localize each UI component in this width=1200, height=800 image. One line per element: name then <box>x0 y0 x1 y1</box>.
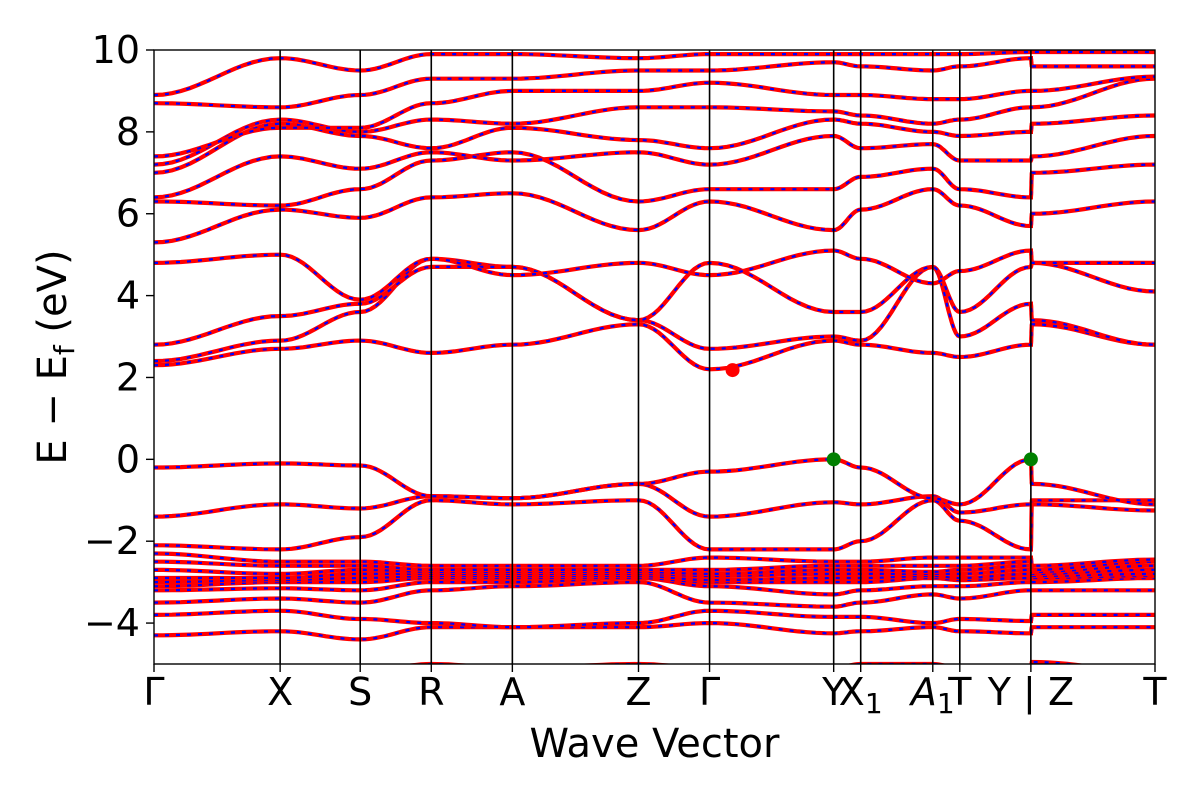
x-tick-label: Y <box>821 670 846 714</box>
band-line <box>154 481 1155 519</box>
y-axis-label: E − Ef (eV) <box>30 249 81 464</box>
x-tick-label: Γ <box>143 670 164 714</box>
band-line-dashed <box>154 261 1155 346</box>
x-tick-label: X <box>267 670 293 714</box>
band-line-dashed <box>154 568 1155 580</box>
band-line <box>154 579 1155 609</box>
band-edge-marker <box>1023 452 1038 467</box>
x-tick-label: S <box>348 670 372 714</box>
y-tick-label: 6 <box>116 192 140 236</box>
band-line-dashed <box>154 560 1155 572</box>
y-tick-label: 2 <box>116 355 140 399</box>
y-axis-label-unit: (eV) <box>30 249 76 345</box>
y-tick-label: 4 <box>116 274 140 318</box>
y-tick-label: 10 <box>92 28 140 72</box>
band-line-dashed <box>154 134 1155 199</box>
x-tick-label: T <box>947 670 972 714</box>
band-line-dashed <box>154 249 1155 301</box>
band-line-dashed <box>154 50 1155 97</box>
band-line-dashed <box>154 572 1155 584</box>
band-line <box>154 187 1155 245</box>
band-edge-marker <box>725 363 740 378</box>
y-tick-label: 0 <box>116 437 140 481</box>
band-line <box>154 56 1155 110</box>
band-line-dashed <box>154 564 1155 576</box>
band-line-dashed <box>154 621 1155 641</box>
x-tick-label: A1 <box>908 670 955 720</box>
y-axis-label-subscript: f <box>48 344 81 355</box>
kpoint-divider-lines <box>279 50 1032 664</box>
band-line <box>154 620 1155 642</box>
band-line-dashed <box>154 576 1155 596</box>
y-tick-label: 8 <box>116 110 140 154</box>
band-line <box>154 498 1155 552</box>
band-lines <box>154 50 1155 664</box>
band-line-dashed <box>154 75 1155 158</box>
y-axis-label-main: E − E <box>30 355 76 465</box>
band-edge-markers <box>725 363 1038 467</box>
x-tick-label: A <box>499 670 525 714</box>
band-line-dashed <box>154 609 1155 629</box>
band-line <box>154 133 1155 200</box>
x-tick-label: Γ <box>699 670 720 714</box>
plot-frame <box>153 49 1156 665</box>
band-line-dashed <box>154 580 1155 608</box>
x-tick-label: T <box>1142 670 1167 714</box>
band-line-dashed <box>154 458 1155 506</box>
x-tick-label: X1 <box>839 670 883 720</box>
band-line-dashed <box>154 552 1155 567</box>
band-line <box>154 74 1155 159</box>
band-line <box>154 113 1155 175</box>
y-axis-ticks: −4 −2 0 2 4 6 8 10 <box>84 28 154 645</box>
band-line-dashed <box>154 151 1155 207</box>
x-tick-label: R <box>418 670 444 714</box>
y-tick-label: −4 <box>84 601 140 645</box>
band-line <box>154 256 1155 364</box>
x-tick-label: Z <box>625 670 651 714</box>
band-line-dashed <box>154 323 1155 371</box>
band-line <box>154 248 1155 302</box>
x-axis-label: Wave Vector <box>530 721 781 767</box>
band-line-dashed <box>154 188 1155 244</box>
y-tick-label: −2 <box>84 519 140 563</box>
band-line-dashed <box>154 57 1155 109</box>
band-line-dashed <box>154 574 1155 588</box>
band-line <box>154 76 1155 167</box>
band-edge-marker <box>826 452 841 467</box>
x-tick-label: Y | Z <box>987 670 1074 715</box>
